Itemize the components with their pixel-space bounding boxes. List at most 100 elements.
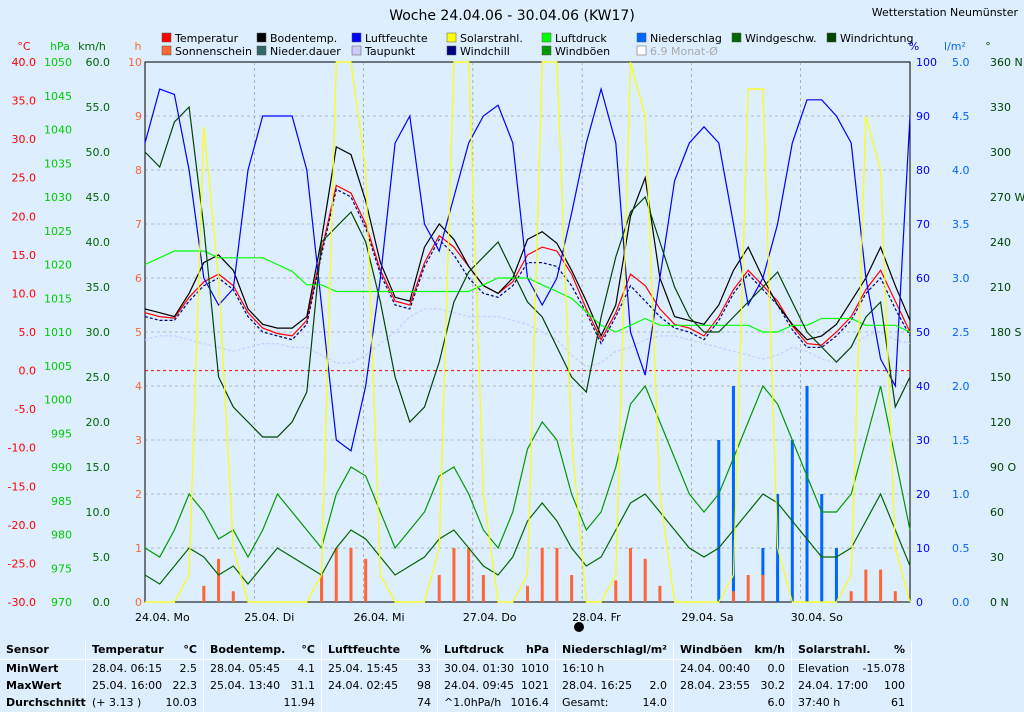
axes-group: °C40.035.030.025.020.015.010.05.00.0-5.0… <box>8 40 1024 609</box>
direction-axis-tick: 270 W <box>990 191 1024 204</box>
stats-cell: 28.04. 23:55 <box>680 679 751 692</box>
stats-row: 25.04. 16:00 22.3 <box>86 677 203 694</box>
temp-axis-tick: 40.0 <box>12 56 37 69</box>
rain-axis-tick: 5.0 <box>952 56 970 69</box>
series-line-Luftdruck <box>144 250 911 333</box>
stats-value: 1010 <box>521 662 549 675</box>
hours-axis-unit: h <box>135 40 142 53</box>
bar-Sonnenschein <box>217 558 221 602</box>
humidity-axis-tick: 90 <box>916 110 930 123</box>
stats-cell: 24.04. 02:45 <box>328 679 399 692</box>
stats-row: MinWert <box>0 660 85 677</box>
temp-axis-tick: -10.0 <box>8 442 36 455</box>
stats-row: 30.04. 01:30 1010 <box>438 660 555 677</box>
pressure-axis-tick: 1015 <box>44 292 72 305</box>
temp-axis-tick: -20.0 <box>8 519 36 532</box>
bar-Sonnenschein <box>864 569 868 602</box>
legend-label: Windrichtung <box>840 32 913 45</box>
hours-axis-tick: 3 <box>135 434 142 447</box>
stats-value: 4.1 <box>297 662 316 675</box>
hours-axis-tick: 7 <box>135 218 142 231</box>
temp-axis-tick: 10.0 <box>12 287 37 300</box>
stats-column: Niederschlag l/m² 16:10 h 28.04. 16:25 2.0 Ge… <box>556 641 674 712</box>
humidity-axis-tick: 30 <box>916 434 930 447</box>
legend-swatch <box>351 45 362 56</box>
bar-Sonnenschein <box>555 548 559 602</box>
stats-header-label: Windböen <box>680 643 743 656</box>
legend-label: Niederschlag <box>650 32 722 45</box>
stats-column: Luftdruck hPa 30.04. 01:30 1010 24.04. 09:45… <box>438 641 556 712</box>
stats-header-label: Bodentemp. <box>210 643 286 656</box>
legend-swatch <box>256 32 267 43</box>
stats-header-unit: l/m² <box>642 643 667 656</box>
bar-Sonnenschein <box>879 569 883 602</box>
stats-header-unit: hPa <box>525 643 549 656</box>
legend-label: Luftdruck <box>555 32 607 45</box>
legend-swatch <box>541 45 552 56</box>
stats-row: 28.04. 23:55 30.2 <box>674 677 791 694</box>
stats-header-unit: km/h <box>754 643 785 656</box>
stats-cell: Gesamt: <box>562 696 609 709</box>
direction-axis-unit: ° <box>985 40 991 53</box>
legend-swatch <box>636 32 647 43</box>
rain-axis-tick: 4.0 <box>952 164 970 177</box>
stats-row: 24.04. 02:45 98 <box>322 677 437 694</box>
stats-cell: Elevation <box>798 662 850 675</box>
stats-header-unit: °C <box>301 643 315 656</box>
stats-cell: MaxWert <box>6 679 62 692</box>
stats-value: 98 <box>417 679 431 692</box>
stats-header-unit: °C <box>183 643 197 656</box>
legend-swatch <box>541 32 552 43</box>
wind-axis-tick: 0.0 <box>93 596 111 609</box>
pressure-axis-tick: 995 <box>51 427 72 440</box>
x-tick-label: 24.04. Mo <box>135 611 190 624</box>
stats-cell: 28.04. 05:45 <box>210 662 281 675</box>
hours-axis-tick: 5 <box>135 326 142 339</box>
bar-Niederschlag <box>717 440 721 602</box>
humidity-axis-tick: 60 <box>916 272 930 285</box>
legend-swatch <box>636 45 647 56</box>
stats-header: Niederschlag l/m² <box>556 641 673 660</box>
legend-label: Windböen <box>555 45 610 58</box>
pressure-axis-tick: 970 <box>51 596 72 609</box>
legend-swatch <box>446 45 457 56</box>
x-tick-label: 30.04. So <box>791 611 843 624</box>
hours-axis-tick: 1 <box>135 542 142 555</box>
bar-Sonnenschein <box>893 591 897 602</box>
bar-Sonnenschein <box>231 591 235 602</box>
wind-axis-tick: 25.0 <box>86 371 111 384</box>
bar-Sonnenschein <box>540 548 544 602</box>
stats-row: 24.04. 00:40 0.0 <box>674 660 791 677</box>
temp-axis-tick: 35.0 <box>12 95 37 108</box>
pressure-axis-tick: 1035 <box>44 157 72 170</box>
stats-row: Gesamt: 14.0 <box>556 694 673 711</box>
x-tick-label: 26.04. Mi <box>354 611 405 624</box>
rain-axis-unit: l/m² <box>944 40 966 53</box>
bar-Sonnenschein <box>643 558 647 602</box>
stats-row: 11.94 <box>204 694 321 711</box>
rain-axis-tick: 2.5 <box>952 326 970 339</box>
stats-row: 25.04. 15:45 33 <box>322 660 437 677</box>
stats-cell: 25.04. 13:40 <box>210 679 281 692</box>
bar-Sonnenschein <box>202 585 206 602</box>
stats-value: 61 <box>891 696 905 709</box>
stats-value: 30.2 <box>760 679 786 692</box>
temp-axis-tick: 30.0 <box>12 133 37 146</box>
stats-header-label: Luftfeuchte <box>328 643 401 656</box>
bar-Sonnenschein <box>320 575 324 602</box>
hours-axis-tick: 6 <box>135 272 142 285</box>
stats-value: 22.3 <box>172 679 198 692</box>
temp-axis-tick: 15.0 <box>12 249 37 262</box>
series-line-Windchill <box>144 188 911 348</box>
direction-axis-tick: 300 <box>990 146 1011 159</box>
rain-axis-tick: 1.5 <box>952 434 970 447</box>
wind-axis-tick: 40.0 <box>86 236 111 249</box>
stats-row: 24.04. 09:45 1021 <box>438 677 555 694</box>
chart-title: Woche 24.04.06 - 30.04.06 (KW17) <box>389 8 635 24</box>
stats-row: 24.04. 17:00 100 <box>792 677 911 694</box>
series-line-Windgeschw. <box>144 492 911 585</box>
bar-Sonnenschein <box>746 575 750 602</box>
legend-swatch <box>731 32 742 43</box>
bar-Sonnenschein <box>658 585 662 602</box>
stats-cell: 25.04. 15:45 <box>328 662 399 675</box>
